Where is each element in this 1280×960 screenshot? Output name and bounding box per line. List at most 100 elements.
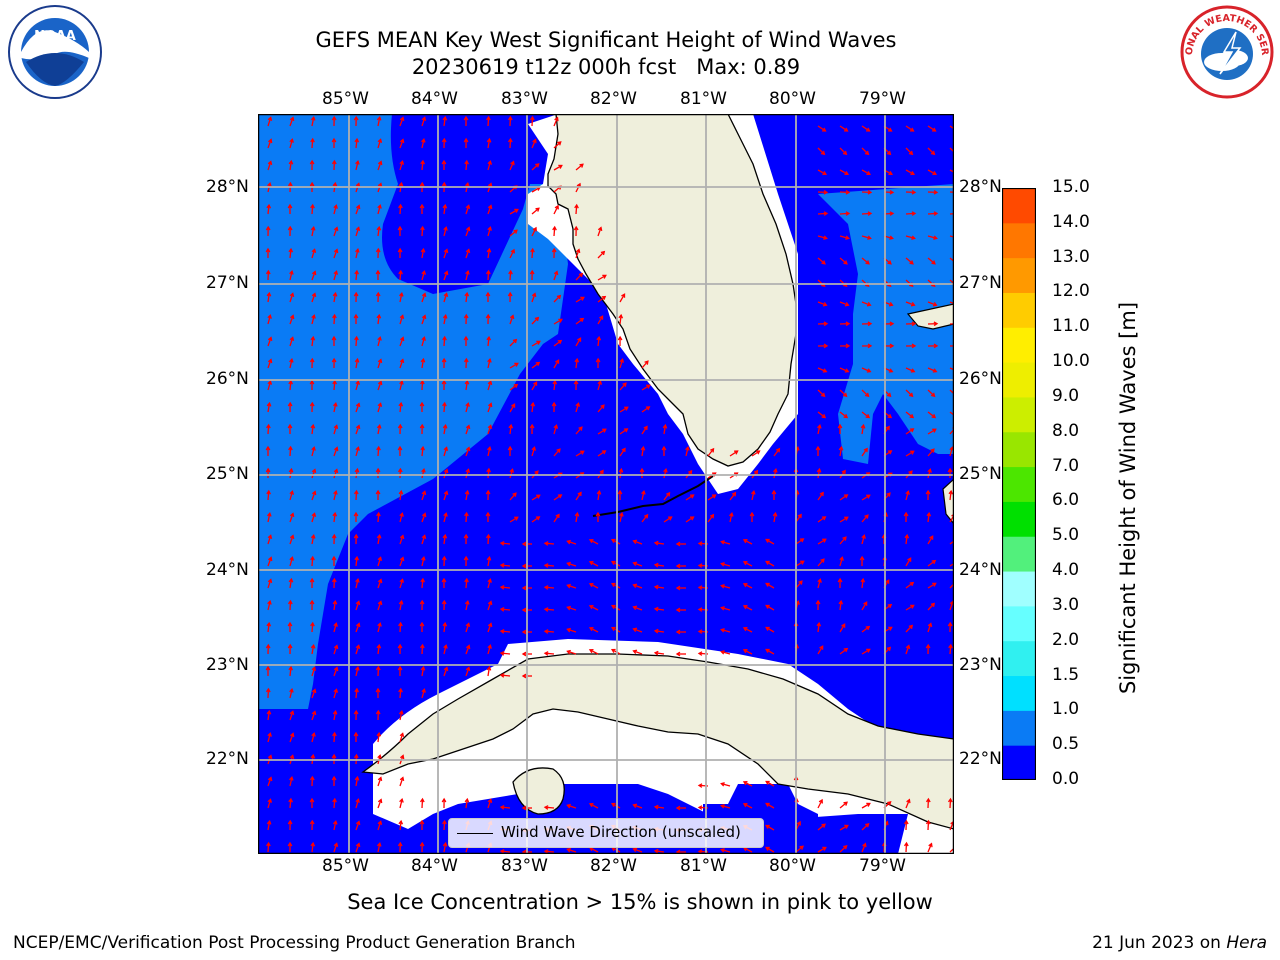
wave-arrow-head xyxy=(909,428,915,433)
wave-arrow-head xyxy=(421,512,427,518)
wave-arrow-head xyxy=(487,160,493,165)
wave-arrow xyxy=(575,273,583,281)
wave-arrow-head xyxy=(742,627,748,632)
wave-arrow-head xyxy=(421,688,426,693)
wave-arrow xyxy=(377,117,381,127)
wave-arrow-head xyxy=(865,260,870,265)
wave-arrow-head xyxy=(720,584,725,589)
wave-arrow-head xyxy=(909,260,914,265)
wave-arrow-head xyxy=(862,842,867,848)
wave-arrow xyxy=(773,469,777,479)
wave-arrow-head xyxy=(377,380,383,386)
wave-arrow-head xyxy=(355,226,361,231)
wave-arrow-head xyxy=(575,402,581,407)
wave-arrow xyxy=(465,381,468,391)
wave-arrow-head xyxy=(842,536,847,541)
wave-arrow-head xyxy=(819,645,824,650)
wave-arrow-head xyxy=(863,601,868,606)
wave-arrow xyxy=(355,645,360,655)
wave-arrow-head xyxy=(399,578,405,583)
wave-arrow-head xyxy=(353,533,359,539)
wave-arrow xyxy=(377,623,381,633)
wave-arrow-head xyxy=(697,783,703,788)
wave-arrow xyxy=(267,139,272,149)
wave-arrow-head xyxy=(765,538,770,543)
wave-arrow-head xyxy=(720,650,725,655)
wave-arrow-head xyxy=(331,533,337,539)
wave-arrow xyxy=(421,293,426,303)
wave-arrow-head xyxy=(624,406,629,411)
wave-arrow-head xyxy=(333,270,339,275)
wave-arrow-head xyxy=(822,368,828,373)
wave-arrow-head xyxy=(888,626,893,631)
wave-arrow xyxy=(443,425,447,435)
wave-arrow-head xyxy=(441,599,447,605)
wave-arrow xyxy=(589,627,599,633)
wave-arrow-head xyxy=(535,516,541,521)
wave-arrow-head xyxy=(610,604,616,610)
wave-arrow-head xyxy=(887,603,893,609)
wave-arrow xyxy=(927,582,937,589)
wave-arrow-head xyxy=(464,159,469,165)
wave-arrow xyxy=(655,806,665,809)
wave-arrow-head xyxy=(332,511,338,517)
wave-arrow xyxy=(655,586,665,589)
wave-arrow-head xyxy=(442,533,448,539)
wave-arrow-head xyxy=(823,211,829,216)
lon-label-top-1: 84°W xyxy=(411,89,458,109)
wave-arrow-head xyxy=(443,644,448,649)
wave-arrow-head xyxy=(499,849,505,854)
wave-arrow-head xyxy=(508,269,513,275)
wave-arrow xyxy=(399,204,402,215)
lat-label-left-5: 23°N xyxy=(206,655,249,675)
lon-label-top-6: 79°W xyxy=(859,89,906,109)
wave-arrow xyxy=(465,623,470,633)
wave-arrow xyxy=(399,139,404,149)
wave-arrow xyxy=(500,652,511,655)
wave-arrow-head xyxy=(267,599,272,605)
wave-arrow-head xyxy=(821,516,827,521)
wave-arrow-head xyxy=(266,401,272,407)
wave-arrow xyxy=(509,362,519,369)
wave-arrow-head xyxy=(911,211,917,216)
wave-arrow xyxy=(641,406,650,413)
lat-label-left-6: 22°N xyxy=(206,749,249,769)
wave-arrow-head xyxy=(710,447,715,453)
wave-arrow-head xyxy=(554,116,559,122)
wave-arrow-head xyxy=(353,115,359,121)
wave-arrow-head xyxy=(333,424,339,429)
wave-arrow xyxy=(553,425,558,435)
wave-arrow xyxy=(927,389,935,397)
wave-arrow-head xyxy=(399,556,405,562)
colorbar-tick-label: 0.5 xyxy=(1052,734,1080,755)
wave-arrow-head xyxy=(842,150,848,156)
colorbar-label: Significant Height of Wind Waves [m] xyxy=(1116,301,1140,695)
wave-arrow xyxy=(267,513,271,523)
wave-arrow-head xyxy=(464,379,470,385)
wave-arrow xyxy=(589,583,599,589)
wave-arrow-head xyxy=(499,585,505,590)
wave-arrow xyxy=(861,212,872,215)
wave-arrow-head xyxy=(575,248,581,254)
wave-arrow xyxy=(355,821,360,831)
wave-arrow-head xyxy=(355,842,361,848)
wave-arrow-head xyxy=(507,445,513,451)
wave-arrow xyxy=(553,514,560,523)
wave-arrow-head xyxy=(311,666,317,671)
wave-arrow-head xyxy=(421,314,427,320)
wave-arrow-head xyxy=(377,182,383,188)
colorbar-tick-label: 13.0 xyxy=(1052,246,1090,267)
wave-arrow xyxy=(289,513,294,523)
wave-arrow xyxy=(839,169,849,175)
wave-arrow-head xyxy=(332,797,337,803)
wave-arrow-head xyxy=(485,269,491,275)
wave-arrow-head xyxy=(419,643,425,649)
wave-arrow-head xyxy=(818,798,823,804)
wave-arrow xyxy=(575,492,582,501)
wave-arrow xyxy=(377,843,381,853)
wave-arrow xyxy=(597,315,604,325)
wave-arrow-head xyxy=(486,467,491,473)
wave-arrow-head xyxy=(765,802,770,807)
wave-arrow-head xyxy=(753,469,759,475)
wave-arrow-head xyxy=(588,648,594,654)
